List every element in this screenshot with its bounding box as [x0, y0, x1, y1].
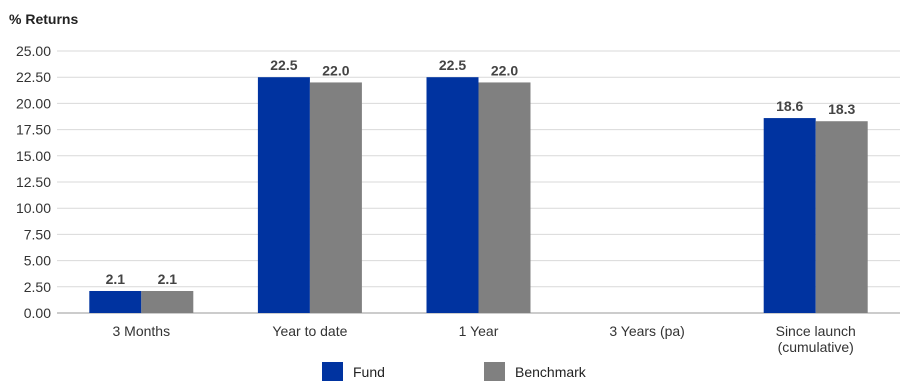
y-tick-label: 22.50: [16, 69, 51, 85]
x-tick-label: 1 Year: [459, 323, 499, 339]
bar-benchmark: [141, 290, 194, 313]
bar-fund: [426, 77, 479, 313]
y-tick-label: 7.50: [24, 226, 51, 242]
y-tick-label: 15.00: [16, 148, 51, 164]
y-tick-label: 2.50: [24, 279, 51, 295]
x-tick-label: 3 Months: [113, 323, 171, 339]
data-label: 2.1: [158, 271, 178, 287]
bar-fund: [763, 118, 816, 314]
bar-fund: [89, 290, 142, 313]
legend-label-fund: Fund: [353, 364, 385, 380]
x-axis-ticks: 3 Months Year to date 1 Year 3 Years (pa) Si…: [113, 323, 856, 355]
data-label: 18.6: [776, 98, 803, 114]
legend-swatch-fund: [322, 362, 343, 381]
data-labels: 2.1 2.1 22.5 22.0 22.5 22.0 18.6 18.3: [106, 57, 856, 287]
bar-benchmark: [815, 121, 868, 313]
data-label: 22.0: [322, 62, 349, 78]
x-tick-label: Year to date: [272, 323, 347, 339]
data-label: 2.1: [106, 271, 126, 287]
data-label: 22.5: [270, 57, 297, 73]
bar-benchmark: [478, 82, 531, 313]
legend-label-benchmark: Benchmark: [515, 364, 587, 380]
bar-fund: [257, 77, 310, 313]
y-tick-label: 25.00: [16, 43, 51, 59]
data-label: 22.5: [439, 57, 466, 73]
y-axis-ticks: 0.00 2.50 5.00 7.50 10.00 12.50 15.00 17.50 20.0…: [16, 43, 51, 321]
y-tick-label: 17.50: [16, 122, 51, 138]
chart-title: % Returns: [9, 11, 78, 27]
data-label: 18.3: [828, 101, 855, 117]
y-tick-label: 12.50: [16, 174, 51, 190]
y-tick-label: 0.00: [24, 305, 51, 321]
y-tick-label: 10.00: [16, 200, 51, 216]
legend: Fund Benchmark: [322, 362, 587, 381]
bar-benchmark: [309, 82, 362, 313]
x-tick-label: Since launch (cumulative): [776, 323, 856, 355]
y-tick-label: 20.00: [16, 95, 51, 111]
x-tick-label: 3 Years (pa): [609, 323, 685, 339]
y-tick-label: 5.00: [24, 253, 51, 269]
data-label: 22.0: [491, 62, 518, 78]
legend-swatch-benchmark: [484, 362, 505, 381]
bars: [89, 77, 868, 314]
